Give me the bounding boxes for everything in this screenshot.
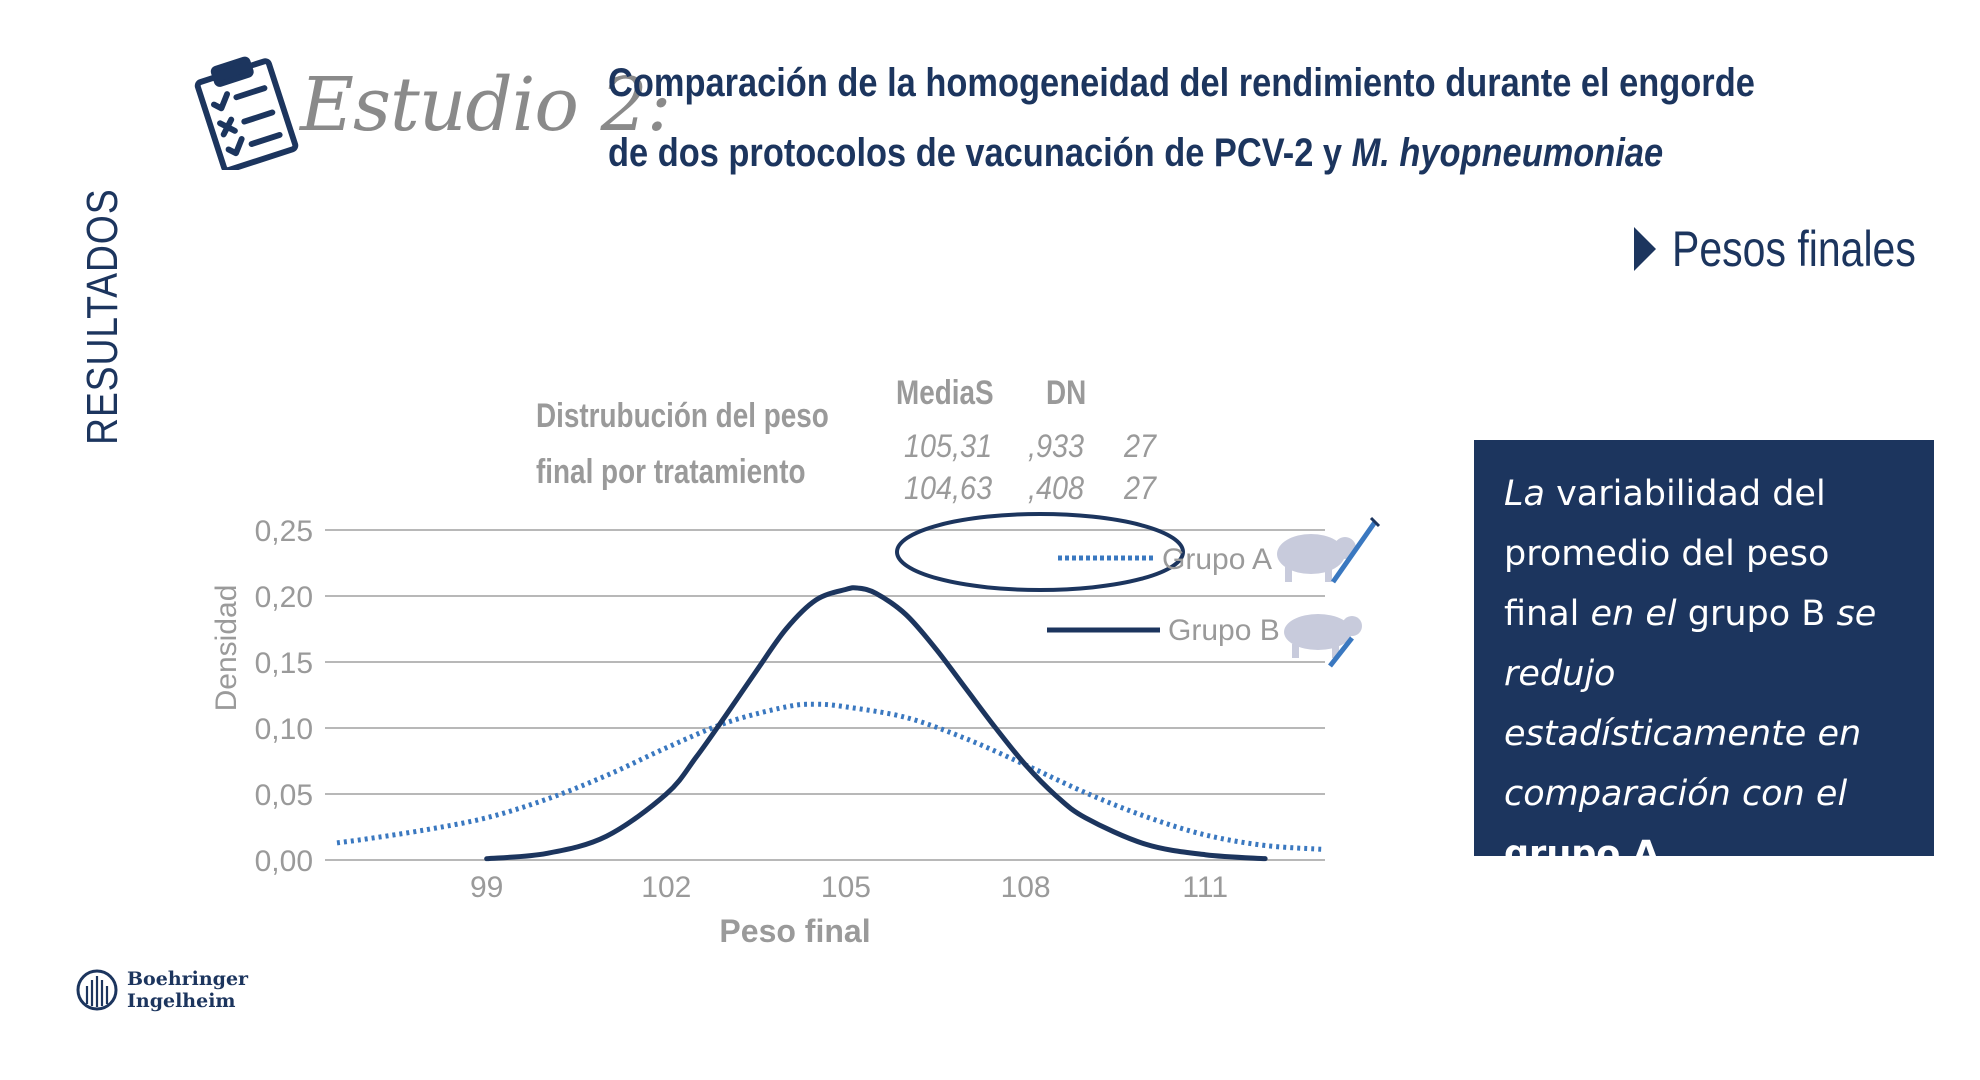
- y-tick-label: 0,00: [255, 845, 313, 878]
- logo-mark-icon: [76, 969, 118, 1011]
- conclusion-text-1: La: [1504, 474, 1545, 514]
- x-tick-label: 108: [1001, 871, 1051, 904]
- stats-row-2-mean: 104,63: [904, 470, 993, 506]
- x-tick-label: 111: [1182, 871, 1228, 904]
- y-tick-label: 0,20: [255, 581, 313, 614]
- title-line-2: de dos protocolos de vacunación de PCV-2…: [608, 118, 1743, 188]
- section-heading-text: Pesos finales: [1672, 221, 1916, 277]
- conclusion-text-4: grupo B: [1676, 594, 1837, 634]
- legend-highlight-ellipse: [895, 512, 1185, 592]
- stats-row-1-mean: 105,31: [904, 428, 993, 464]
- y-tick-label: 0,25: [255, 515, 313, 548]
- series-line-grupo-b: [484, 585, 1268, 862]
- study-label: Estudio 2:: [300, 62, 672, 148]
- x-tick-label: 102: [641, 871, 691, 904]
- y-tick-label: 0,10: [255, 713, 313, 746]
- conclusion-box: La variabilidad del promedio del peso fi…: [1474, 440, 1934, 874]
- section-heading: Pesos finales: [1634, 220, 1969, 278]
- pig-syringe-icon: [1277, 516, 1381, 584]
- pig-syringe-icon: [1284, 614, 1362, 668]
- title-species: M. hyopneumoniae: [1351, 131, 1664, 175]
- company-logo: Boehringer Ingelheim: [75, 968, 248, 1012]
- play-icon: [1634, 227, 1656, 271]
- stats-row-1-sd: ,933: [1028, 428, 1085, 464]
- gridlines: [325, 529, 1325, 861]
- series: [336, 585, 1326, 862]
- section-side-label: RESULTADOS: [78, 188, 127, 445]
- logo-line-2: Ingelheim: [127, 990, 236, 1012]
- x-tick-label: 105: [821, 871, 871, 904]
- y-axis-ticks: 0,00 0,05 0,10 0,15 0,20 0,25: [255, 515, 313, 878]
- stats-header-mean: MediaS: [896, 374, 994, 412]
- y-tick-label: 0,15: [255, 647, 313, 680]
- y-tick-label: 0,05: [255, 779, 313, 812]
- stats-header-sd: DN: [1046, 374, 1087, 412]
- distribution-title-line-2: final por tratamiento: [536, 453, 806, 491]
- logo-line-1: Boehringer: [127, 968, 249, 990]
- density-chart: 0,000,050,100,150,200,25 99 102 105 108 111 …: [210, 512, 1381, 949]
- conclusion-text-3: en el: [1590, 594, 1677, 634]
- clipboard-checklist-icon: [194, 56, 299, 170]
- conclusion-text-6: grupo A: [1504, 834, 1660, 874]
- title-line-1: Comparación de la homogeneidad del rendi…: [608, 61, 1755, 105]
- legend-label-grupo-a: Grupo A: [1162, 543, 1272, 576]
- page-title: Comparación de la homogeneidad del rendi…: [608, 48, 1755, 188]
- series-line-grupo-a: [336, 701, 1326, 852]
- x-tick-label: 99: [470, 871, 503, 904]
- legend-label-grupo-b: Grupo B: [1168, 614, 1280, 647]
- conclusion-text-5: se redujo estadísticamente en comparació…: [1504, 594, 1877, 814]
- conclusion-text-2: variabilidad del promedio del peso final: [1504, 474, 1830, 634]
- title-line-2-text: de dos protocolos de vacunación de PCV-2…: [608, 131, 1352, 175]
- distribution-title-line-1: Distrubución del peso: [536, 397, 829, 435]
- y-axis-label: Densidad: [210, 585, 243, 712]
- stats-row-2-sd: ,408: [1028, 470, 1085, 506]
- x-axis-label: Peso final: [719, 913, 870, 949]
- stats-row-1-n: 27: [1124, 428, 1157, 464]
- conclusion-text-7: .: [1659, 834, 1671, 874]
- distribution-title: Distrubución del peso final por tratamie…: [536, 388, 829, 500]
- stats-row-2-n: 27: [1124, 470, 1157, 506]
- x-axis-ticks: 99 102 105 108 111: [470, 871, 1228, 904]
